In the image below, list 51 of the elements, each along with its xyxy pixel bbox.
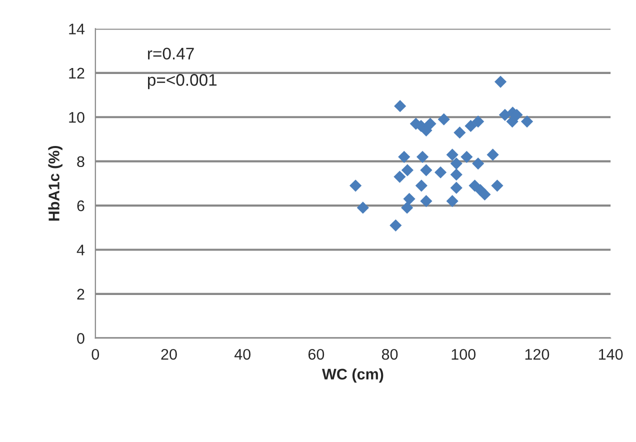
annotation: p=<0.001: [148, 74, 217, 90]
point: [472, 115, 484, 128]
x-tick-label: 100: [452, 348, 476, 360]
point: [416, 150, 429, 163]
y-tick-label: 8: [77, 156, 84, 168]
point: [450, 157, 462, 170]
point: [356, 202, 369, 214]
y-axis-title: HbA1c (%): [48, 146, 62, 221]
y-tick-label: 4: [76, 244, 85, 256]
x-tick-label: 140: [598, 348, 623, 360]
point: [494, 76, 507, 88]
y-tick-label: 10: [69, 112, 84, 123]
point: [438, 113, 450, 126]
x-tick-label: 0: [92, 348, 100, 360]
point: [401, 164, 414, 176]
x-tick-label: 40: [234, 348, 250, 360]
x-tick-label: 80: [382, 348, 398, 360]
point: [394, 100, 406, 112]
y-tick-label: 14: [69, 24, 85, 34]
point: [424, 118, 436, 130]
point: [434, 166, 447, 178]
x-axis-title: WC (cm): [322, 368, 384, 383]
point: [350, 180, 362, 192]
point: [420, 195, 432, 208]
point: [460, 150, 473, 163]
point: [491, 180, 504, 192]
point: [520, 115, 534, 128]
point: [446, 195, 458, 208]
point: [415, 180, 428, 192]
x-tick-label: 120: [525, 348, 550, 360]
point: [390, 219, 402, 232]
x-tick-label: 20: [161, 348, 177, 360]
point: [478, 188, 491, 201]
point: [472, 157, 484, 170]
y-tick-label: 12: [69, 68, 84, 78]
y-tick-label: 2: [77, 288, 84, 300]
point: [394, 170, 406, 183]
point: [454, 126, 466, 139]
y-tick-label: 6: [77, 200, 84, 212]
point: [450, 168, 462, 181]
point: [464, 120, 477, 132]
point: [403, 192, 416, 205]
point: [446, 148, 458, 161]
y-tick-label: 0: [77, 333, 84, 344]
point: [398, 150, 410, 163]
x-tick-label: 60: [308, 348, 324, 360]
point: [401, 202, 414, 214]
point: [420, 164, 432, 176]
annotation: r=0.47: [148, 48, 194, 60]
point: [450, 182, 462, 194]
point: [486, 148, 499, 161]
